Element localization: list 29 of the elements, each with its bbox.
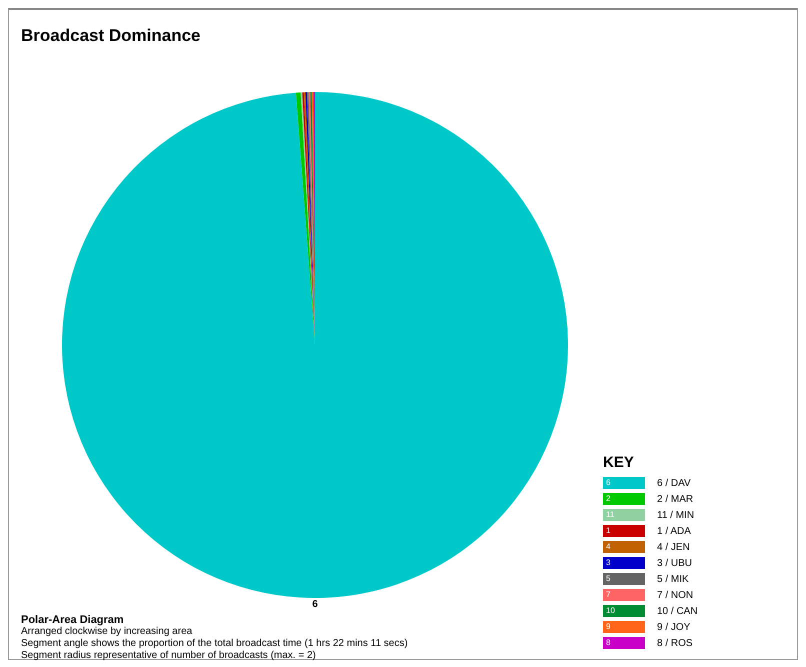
text: 11	[603, 509, 645, 521]
text: 7	[603, 589, 645, 601]
text: Arranged clockwise by increasing area	[21, 626, 194, 638]
legend-label: 3 / UBU	[657, 558, 692, 568]
text: 6	[603, 477, 645, 489]
text: 4	[603, 541, 645, 553]
text: 8	[603, 637, 645, 649]
legend-label: 8 / ROS	[657, 638, 693, 648]
legend-label: 10 / CAN	[657, 606, 698, 616]
legend-label: 11 / MIN	[657, 510, 694, 520]
legend-label: 9 / JOY	[657, 622, 690, 632]
legend-label: 1 / ADA	[657, 526, 691, 536]
text: 1	[603, 525, 645, 537]
text: 9	[603, 621, 645, 633]
text: Segment radius representative of number of broadcasts (max. = 2)	[21, 650, 317, 662]
text: Segment angle shows the proportion of the total broadcast time (1 hrs 22 mins 11 secs)	[21, 638, 408, 650]
legend-label: 6 / DAV	[657, 478, 691, 488]
text: 3	[603, 557, 645, 569]
legend-label: 5 / MIK	[657, 574, 689, 584]
legend-label: 4 / JEN	[657, 542, 690, 552]
legend-label: 2 / MAR	[657, 494, 694, 504]
text: Polar-Area Diagram	[21, 614, 125, 626]
text: 5	[603, 573, 645, 585]
chart-title: Broadcast Dominance	[21, 26, 200, 46]
text: 6	[311, 599, 319, 610]
legend-label: 7 / NON	[657, 590, 694, 600]
text: 10	[603, 605, 645, 617]
legend-title: KEY	[603, 454, 635, 471]
text: 2	[603, 493, 645, 505]
